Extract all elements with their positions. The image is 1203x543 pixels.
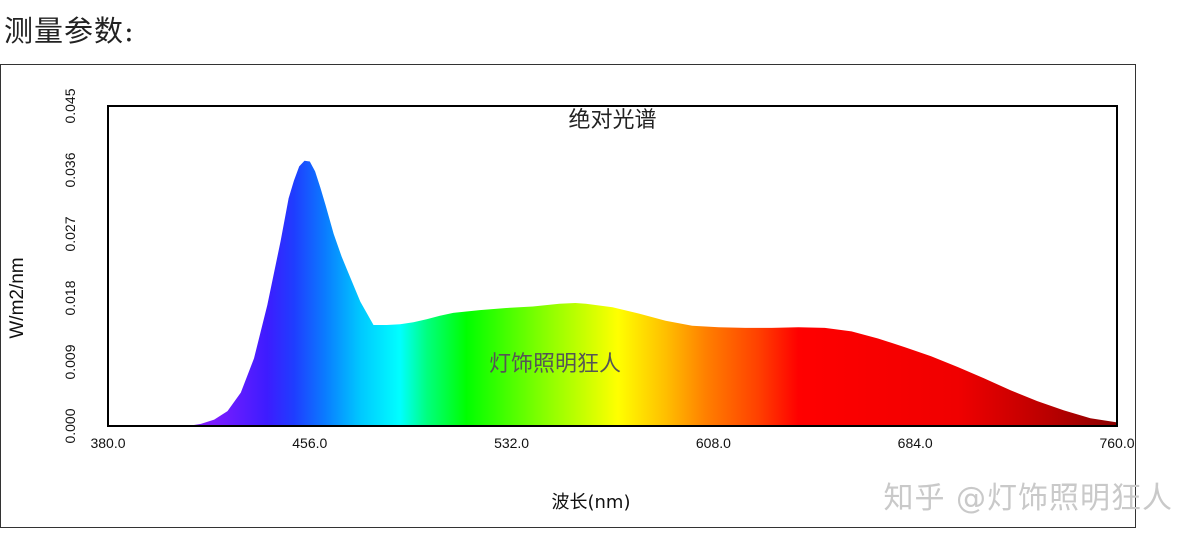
y-tick-label: 0.009 [62,344,78,379]
x-tick-label: 684.0 [898,435,933,451]
x-tick-label: 532.0 [494,435,529,451]
chart-figure: 绝对光谱灯饰照明狂人 380.0 456.0 532.0 608.0 684.0 760.0… [0,64,1136,528]
x-tick-label: 456.0 [292,435,327,451]
chart-title: 绝对光谱 [568,108,656,133]
y-tick-label: 0.036 [62,152,78,187]
y-tick-label: 0.018 [62,280,78,315]
y-axis-label: W/m2/nm [7,257,28,338]
x-axis-label: 波长(nm) [552,492,631,513]
x-tick-label: 608.0 [696,435,731,451]
plot-border [107,105,1118,427]
page-heading: 测量参数: [4,14,135,48]
x-tick-label: 760.0 [1099,435,1134,451]
spectrum-area [108,160,1117,427]
y-tick-label: 0.000 [62,408,78,443]
y-tick-label: 0.045 [62,88,78,123]
overlay-label: 灯饰照明狂人 [489,352,621,377]
y-tick-label: 0.027 [62,216,78,251]
x-tick-label: 380.0 [90,435,125,451]
watermark-text: 知乎 @灯饰照明狂人 [883,481,1173,516]
